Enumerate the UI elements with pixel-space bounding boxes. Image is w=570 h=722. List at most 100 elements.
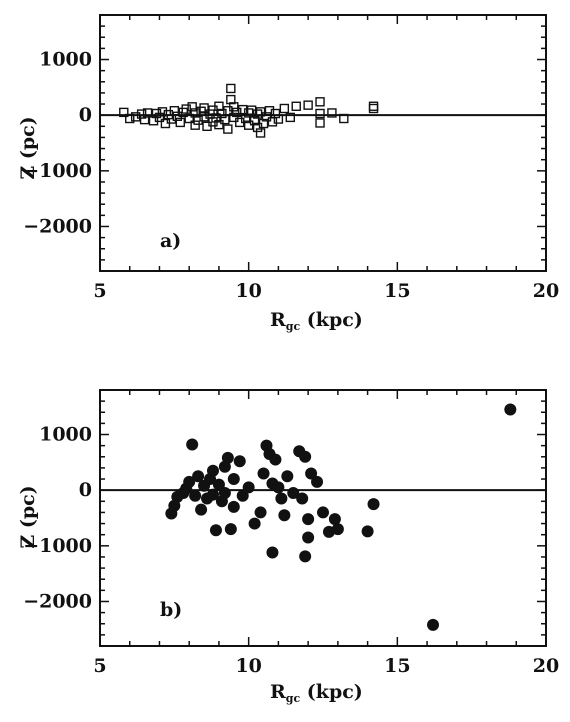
data-point [266, 546, 279, 559]
data-point [214, 101, 224, 111]
data-point [130, 112, 141, 122]
data-point [317, 506, 329, 519]
x-tick-label: 20 [533, 280, 559, 302]
panel-label-a: a) [160, 230, 181, 252]
data-point [427, 618, 440, 631]
plot-frame-b [99, 389, 547, 647]
data-point [224, 523, 237, 536]
data-point [226, 83, 236, 94]
data-point [243, 108, 254, 118]
data-point [258, 118, 269, 129]
data-point [209, 524, 222, 537]
data-point [190, 108, 200, 118]
data-point [206, 464, 219, 477]
data-point [311, 475, 324, 488]
x-tick-labels-a: 5 10 15 20 [93, 280, 559, 302]
data-point [220, 114, 230, 125]
data-point [226, 94, 236, 105]
data-point [299, 450, 312, 463]
data-point [195, 503, 208, 516]
data-point [327, 108, 337, 118]
data-points-a [119, 83, 379, 138]
y-tick-label: 0 [79, 479, 92, 501]
data-point [221, 451, 234, 464]
x-tick-label: 15 [384, 280, 410, 302]
y-tick-labels-a: 1000 0 −1000 −2000 [23, 49, 92, 238]
data-point [248, 517, 261, 530]
x-tick-label: 5 [93, 655, 106, 677]
x-axis-label-b: Rgc (kpc) [270, 681, 363, 705]
y-tick-label: 1000 [39, 49, 92, 71]
data-point [229, 102, 239, 112]
data-point [240, 113, 251, 124]
data-point [279, 103, 290, 114]
data-point [504, 403, 517, 416]
data-point [299, 550, 312, 563]
y-axis-label-b: Z (pc) [17, 485, 39, 548]
data-point [275, 492, 288, 505]
data-point [175, 117, 185, 128]
data-point [217, 108, 227, 119]
data-point [214, 119, 224, 130]
panel-b: 5 10 15 20 1000 0 −1000 −2000 b) Rgc (kpc) Z (… [17, 389, 559, 705]
ticks-a [99, 14, 547, 272]
data-point [315, 118, 325, 128]
y-tick-labels-b: 1000 0 −1000 −2000 [23, 424, 92, 613]
data-point [190, 120, 200, 130]
data-point [189, 489, 202, 502]
data-point [169, 106, 180, 116]
data-point [315, 97, 325, 107]
panel-label-b: b) [160, 599, 182, 621]
data-point [142, 108, 153, 118]
data-point [249, 116, 260, 126]
data-point [183, 475, 196, 488]
plot-frame-a [99, 14, 547, 272]
y-axis-label-a: Z (pc) [17, 116, 39, 179]
x-tick-label: 15 [384, 655, 410, 677]
data-point [328, 513, 341, 526]
data-point [291, 101, 301, 111]
x-tick-label: 5 [93, 280, 106, 302]
y-tick-label: −1000 [23, 160, 92, 182]
data-point [255, 128, 266, 138]
data-point [267, 117, 278, 127]
data-point [272, 481, 285, 494]
x-tick-labels-b: 5 10 15 20 [93, 655, 559, 677]
y-tick-label: −2000 [23, 215, 92, 237]
data-point [184, 113, 194, 124]
data-point [199, 112, 209, 122]
ticks-b [99, 389, 547, 647]
data-point [227, 500, 240, 513]
x-tick-label: 20 [533, 655, 559, 677]
data-point [305, 467, 318, 480]
data-point [285, 112, 295, 123]
data-point [270, 108, 281, 119]
data-point [136, 109, 147, 119]
data-point [368, 101, 379, 111]
data-point [139, 114, 150, 125]
data-point [261, 112, 272, 122]
data-point [339, 113, 349, 124]
data-point [187, 102, 197, 112]
data-point [296, 492, 309, 505]
data-point [206, 488, 219, 501]
data-point [269, 453, 282, 466]
data-point [223, 124, 233, 134]
data-point [125, 113, 135, 124]
data-point [192, 470, 205, 483]
y-tick-label: 1000 [39, 424, 92, 446]
data-point [181, 104, 191, 114]
data-point [255, 107, 266, 117]
data-point [119, 107, 129, 118]
panel-a: 5 10 15 20 1000 0 −1000 −2000 a) Rgc (kpc) Z (… [17, 14, 559, 333]
data-point [254, 506, 267, 519]
data-point [302, 513, 315, 526]
data-point [331, 523, 344, 536]
x-axis-label-a: Rgc (kpc) [270, 309, 363, 333]
x-tick-label: 10 [235, 280, 261, 302]
data-point [257, 467, 270, 480]
y-tick-label: −2000 [23, 590, 92, 612]
data-point [186, 438, 199, 451]
data-point [233, 455, 246, 468]
